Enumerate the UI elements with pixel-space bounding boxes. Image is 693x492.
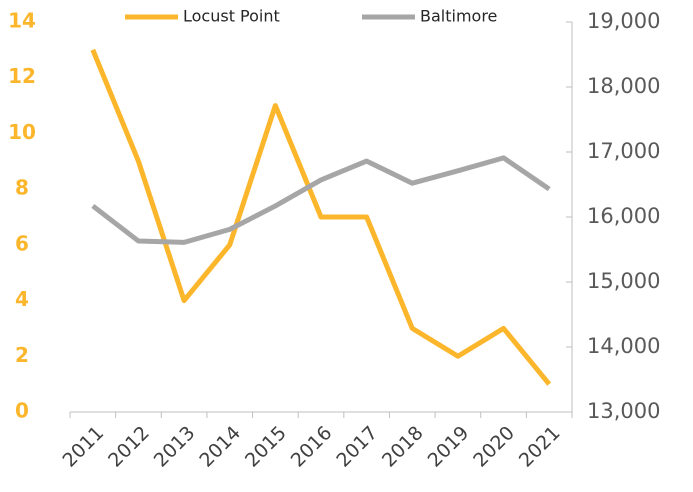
x-tick-label: 2017: [332, 422, 382, 472]
y-tick-label: 10: [8, 120, 36, 144]
y-tick-label: 6: [15, 231, 29, 255]
series-line: [90, 48, 552, 386]
x-tick-label: 2013: [150, 422, 200, 472]
x-tick-label: 2019: [424, 422, 474, 472]
x-tick-label: 2018: [378, 422, 428, 472]
y-tick-label: 0: [15, 399, 29, 423]
y-tick-label: 2: [15, 343, 29, 367]
y-tick-label: 8: [15, 176, 29, 200]
x-tick-label: 2016: [287, 422, 337, 472]
x-tick-label: 2014: [195, 422, 245, 472]
series-line: [91, 155, 551, 245]
x-tick-label: 2015: [241, 422, 291, 472]
y2-tick-label: 13,000: [587, 399, 660, 423]
x-tick-label: 2020: [469, 422, 519, 472]
x-tick-label: 2012: [104, 422, 154, 472]
x-tick-label: 2021: [515, 422, 565, 472]
legend-label: Baltimore: [420, 7, 497, 26]
y2-tick-label: 19,000: [587, 9, 660, 33]
x-tick-label: 2011: [58, 422, 108, 472]
y-tick-label: 12: [8, 64, 36, 88]
y2-tick-label: 14,000: [587, 334, 660, 358]
legend-label: Locust Point: [183, 7, 280, 26]
y2-tick-label: 15,000: [587, 269, 660, 293]
y-tick-label: 4: [15, 287, 29, 311]
y-tick-label: 14: [8, 9, 36, 33]
y2-tick-label: 17,000: [587, 139, 660, 163]
y2-tick-label: 18,000: [587, 74, 660, 98]
y2-tick-label: 16,000: [587, 204, 660, 228]
